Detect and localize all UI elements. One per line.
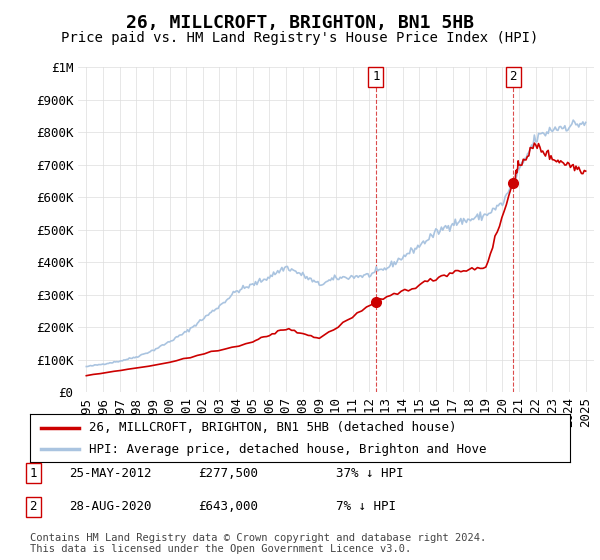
Text: 28-AUG-2020: 28-AUG-2020 [69,500,151,514]
Text: 1: 1 [372,71,380,83]
Text: 2: 2 [509,71,517,83]
Text: 26, MILLCROFT, BRIGHTON, BN1 5HB (detached house): 26, MILLCROFT, BRIGHTON, BN1 5HB (detach… [89,421,457,434]
Text: 2: 2 [29,500,37,514]
Text: £643,000: £643,000 [198,500,258,514]
Text: Price paid vs. HM Land Registry's House Price Index (HPI): Price paid vs. HM Land Registry's House … [61,31,539,45]
Text: HPI: Average price, detached house, Brighton and Hove: HPI: Average price, detached house, Brig… [89,442,487,456]
Text: 7% ↓ HPI: 7% ↓ HPI [336,500,396,514]
Text: 25-MAY-2012: 25-MAY-2012 [69,466,151,480]
Text: 37% ↓ HPI: 37% ↓ HPI [336,466,404,480]
Text: £277,500: £277,500 [198,466,258,480]
Text: 1: 1 [29,466,37,480]
Text: 26, MILLCROFT, BRIGHTON, BN1 5HB: 26, MILLCROFT, BRIGHTON, BN1 5HB [126,14,474,32]
Text: Contains HM Land Registry data © Crown copyright and database right 2024.
This d: Contains HM Land Registry data © Crown c… [30,533,486,554]
